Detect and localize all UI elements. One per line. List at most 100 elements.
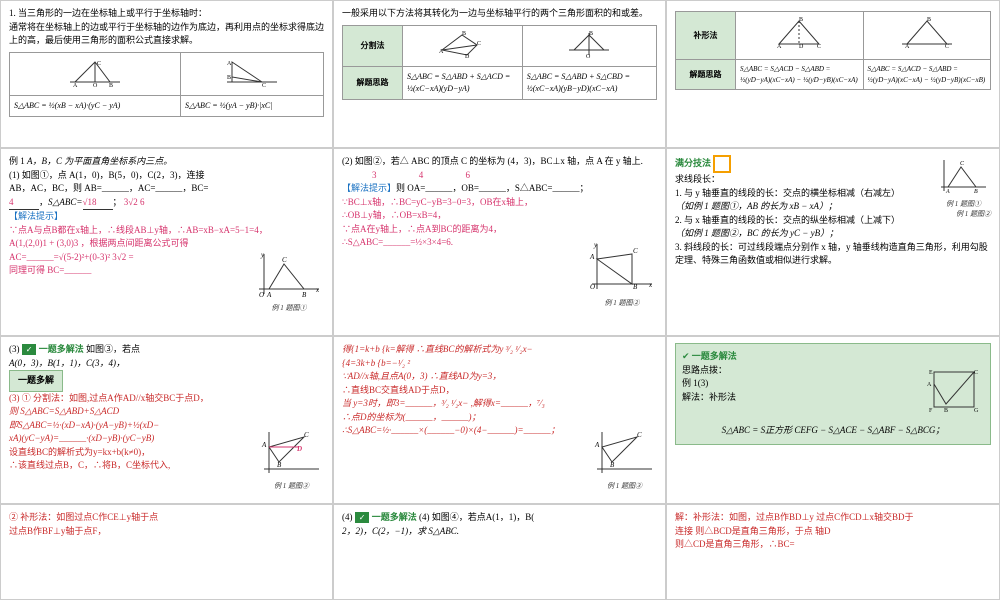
svg-text:C: C [262,83,266,89]
svg-text:A: A [261,441,267,449]
green-panel: ✔ 一题多解法 思路点拨： 例 1(3) 解法：补形法 ECFGAB S△ABC… [675,343,991,445]
svg-text:C: C [633,247,638,255]
comp-formula-left: S△ABC = S△ACD − S△ABD = ½(yD−yA)(xC−xA) … [736,60,864,90]
svg-text:A: A [73,83,78,89]
svg-text:B: B [799,17,803,23]
ans-bc: 6 [140,197,145,207]
split-diagram-2: OB [564,30,614,58]
svg-text:C: C [974,370,978,376]
hint-label-2: 【解法提示】 [342,183,396,193]
r4c1-l2: 过点B作BF⊥y轴于点F， [9,525,324,539]
diagram-caption-1: 例 1 题图① [254,303,324,314]
s1: (3) ① 分割法：如图,过点A作AD//x轴交BC于点D， [9,392,324,406]
comp-diagram-1: ABCD [769,16,829,51]
hint-label-1: 【解法提示】 [9,210,324,224]
svg-text:D: D [799,44,804,50]
svg-text:O: O [93,83,98,89]
intro-text-2: 通常将在坐标轴上的边或平行于坐标轴的边作为底边，再利用点的坐标求得底边上的高，最… [9,21,324,48]
svg-text:A: A [777,44,782,50]
cell-r2c3: 满分技法 求线段长： 1. 与 y 轴垂直的线段的长：交点的横坐标相减（右减左）… [666,148,1000,336]
ans-ab: 4 [9,196,39,211]
comp-diagram-panel: ECFGAB [924,364,984,414]
svg-text:C: C [477,41,481,47]
formula-2: S△ABC = ½(yA − yB)·|xC| [181,95,324,116]
multi-tag-3: 一题多解法 [372,512,417,522]
check-icon-2: ✓ [355,512,370,523]
thinking-label-1: 解题思路 [343,66,403,99]
split-formula-right: S△ABC = S△ABD + S△CBD = ½(xC−xA)(yB−yD)(… [522,66,656,99]
svg-text:B: B [610,461,615,469]
diagram-caption-2: 例 1 题图② [587,298,657,309]
r4c3-l3: 则△CD是直角三角形，∴BC= [675,538,991,552]
page-grid: 1. 当三角形的一边在坐标轴上或平行于坐标轴时： 通常将在坐标轴上的边或平行于坐… [0,0,1000,600]
intro-text-1: 1. 当三角形的一边在坐标轴上或平行于坐标轴时： [9,7,324,21]
r3c2-l2: ∵AD//x轴,且点A(0，3) ∴直线AD为y=3， [342,370,657,384]
svg-text:O: O [590,283,595,291]
q3-text: 如图③，若点 [86,344,140,354]
check-icon-1: ✓ [22,344,37,355]
r3c2-l5: ∴点D的坐标为(______，______)； [342,411,657,425]
svg-text:C: C [97,61,101,67]
intro-r1c2: 一般采用以下方法将其转化为一边与坐标轴平行的两个三角形面积的和或差。 [342,7,657,21]
example-1-label: 例 1 [9,156,25,166]
svg-text:B: B [277,461,282,469]
svg-text:A: A [594,441,600,449]
triangle-diagram-2: A C B [222,57,282,87]
multi-tag-2: 一题多解法 [692,351,737,361]
svg-text:B: B [633,283,638,291]
example-diagram-1: ACBOxy [254,249,324,299]
svg-text:B: B [927,17,931,23]
s2: 则 S△ABC=S△ABD+S△ACD [9,405,324,419]
cell-r2c2: (2) 如图②，若△ ABC 的顶点 C 的坐标为 (4，3)，BC⊥x 轴，点… [333,148,666,336]
cell-r3c1: (3) ✓ 一题多解法 如图③，若点 A(0，3)，B(1，1)，C(3，4)，… [0,336,333,504]
svg-text:B: B [589,31,593,37]
tip-3: 3. 斜线段的长：可过线段端点分别作 x 轴，y 轴垂线构造直角三角形，利用勾股… [675,241,991,268]
cell-r1c1: 1. 当三角形的一边在坐标轴上或平行于坐标轴时： 通常将在坐标轴上的边或平行于坐… [0,0,333,148]
tips-title: 满分技法 [675,158,711,168]
r4c3-l2: 连接 则△BCD是直角三角形，于点 轴D [675,525,991,539]
q2-text: (2) 如图②，若△ ABC 的顶点 C 的坐标为 (4，3)，BC⊥x 轴，点… [342,155,657,169]
formula-1: S△ABC = ½(xB − xA)·(yC − yA) [10,95,181,116]
svg-text:B: B [302,291,307,299]
tips-caption-1: 例 1 题图① [936,199,991,210]
cell-r2c1: 例 1 A，B，C 为平面直角坐标系内三点。 (1) 如图①，点 A(1，0)，… [0,148,333,336]
cell-r4c3: 解：补形法：如图，过点B作BD⊥y 过点C作CD⊥x轴交BD于 连接 则△BCD… [666,504,1000,600]
formula-table-1: A O B C A C B S△ABC = ½(xB − xA)·(yC − yA) S△… [9,52,324,117]
r3c2-l4: 当 y=3时，即3=______，³⁄₂ ¹⁄₂x− ,解得x=______，⁷… [342,397,657,411]
svg-text:G: G [974,408,979,414]
svg-text:C: C [304,431,309,439]
svg-text:x: x [648,281,653,289]
q4-text-b: 2，2)，C(2，−1)，求 S△ABC. [342,525,657,539]
cell-r1c3: 补形法 ABCD ABC 解题思路 S△ABC = S△ACD − S△ABD … [666,0,1000,148]
svg-text:A: A [266,291,272,299]
example-diagram-3b: ACB [592,427,657,477]
svg-text:C: C [282,256,287,264]
svg-text:C: C [960,161,965,167]
q2-line1: 则 OA=______，OB=______，S△ABC=______； [396,183,589,193]
svg-text:A: A [905,44,910,50]
example-diagram-2: ACBOxy [587,239,657,294]
svg-text:B: B [944,408,948,414]
hint-1: ∵点A与点B都在x轴上，∴线段AB⊥y轴，∴AB=xB−xA=5−1=4， [9,224,324,238]
svg-text:B: B [227,75,231,81]
svg-text:A: A [227,61,232,67]
comp-label: 补形法 [676,12,736,60]
example-diagram-3: ACBD [259,427,324,477]
svg-text:A: A [927,382,932,388]
diagram-caption-3b: 例 1 题图③ [592,481,657,492]
comp-formula: S△ABC = S正方形 CEFG − S△ACE − S△ABF − S△BC… [682,424,984,438]
q3-points: A(0，3)，B(1，1)，C(3，4)， [9,357,324,371]
svg-text:O: O [259,291,264,299]
svg-text:A: A [945,189,950,195]
r4c1-l1: ② 补形法：如图过点C作CE⊥y轴于点 [9,511,324,525]
ans-ac: 3√2 [124,197,138,207]
q2-hint1: ∵BC⊥x轴，∴BC=yC−yB=3−0=3，OB在x轴上， [342,196,657,210]
svg-text:F: F [929,408,933,414]
svg-text:C: C [945,44,949,50]
diagram-caption-3: 例 1 题图③ [259,481,324,492]
q2-answers: 3 4 6 [342,169,657,183]
cell-r1c2: 一般采用以下方法将其转化为一边与坐标轴平行的两个三角形面积的和或差。 分割法 A… [333,0,666,148]
split-diagram-1: ABCD [437,30,487,58]
triangle-diagram-1: AOBC [65,57,125,87]
svg-text:A: A [589,253,595,261]
